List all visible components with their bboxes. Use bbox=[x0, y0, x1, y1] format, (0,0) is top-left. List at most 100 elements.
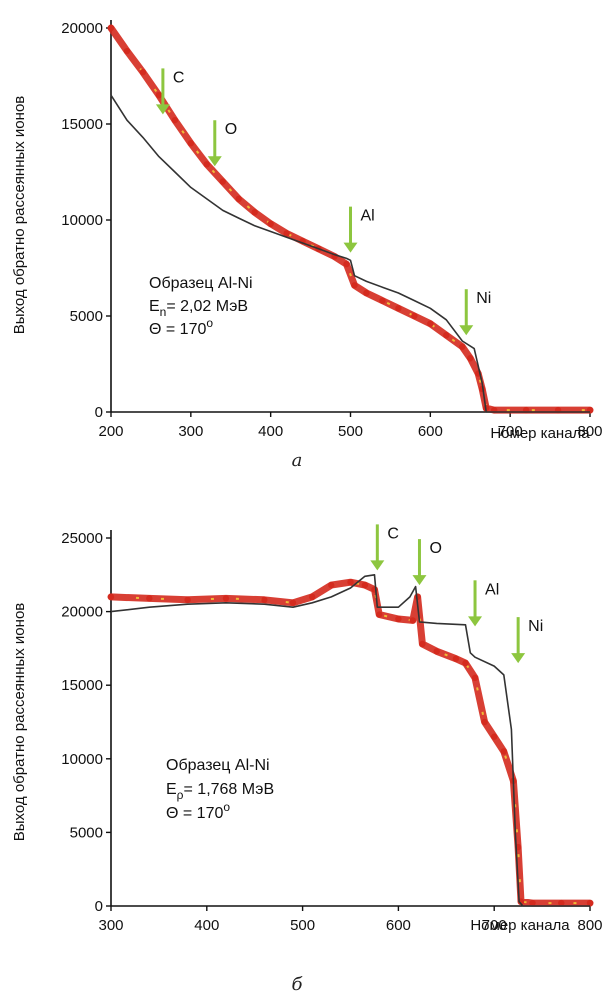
data-point bbox=[222, 595, 230, 602]
x-tick-label: 600 bbox=[418, 423, 443, 440]
data-point bbox=[283, 230, 290, 237]
data-point bbox=[419, 640, 426, 648]
data-point bbox=[427, 320, 434, 327]
x-tick-label: 700 bbox=[482, 917, 507, 934]
y-tick-label: 15000 bbox=[61, 116, 103, 133]
chart-panel-1: 0 5000 10000 15000 20000 200 300 400 500 600 700 80… bbox=[11, 20, 603, 442]
element-arrow-head bbox=[207, 156, 222, 167]
data-point bbox=[481, 718, 488, 726]
data-point bbox=[452, 655, 460, 662]
energy-subscript: n bbox=[160, 305, 167, 319]
data-point bbox=[351, 282, 358, 289]
element-marker-label: C bbox=[387, 525, 399, 542]
data-point bbox=[146, 595, 153, 602]
panel-caption: а bbox=[292, 450, 303, 471]
data-point bbox=[462, 659, 469, 667]
data-point bbox=[411, 312, 418, 320]
element-marker-label: Al bbox=[485, 581, 499, 598]
element-arrow-head bbox=[343, 242, 358, 253]
panel-caption: б bbox=[292, 974, 304, 995]
energy-label: En= 2,02 МэВ bbox=[149, 298, 248, 319]
y-tick-label: 10000 bbox=[61, 212, 103, 229]
element-marker-label: O bbox=[429, 540, 441, 557]
energy-symbol: E bbox=[166, 781, 177, 798]
data-point bbox=[395, 305, 402, 312]
element-arrow-head bbox=[412, 575, 427, 586]
data-point bbox=[395, 615, 402, 623]
data-point bbox=[123, 47, 131, 55]
x-axis-label: Номер канала bbox=[470, 917, 570, 934]
element-marker-label: C bbox=[173, 69, 185, 86]
y-tick-label: 25000 bbox=[61, 530, 103, 547]
angle-degree: o bbox=[206, 316, 213, 330]
data-point bbox=[187, 140, 195, 147]
x-tick-label: 400 bbox=[258, 423, 283, 440]
element-marker-label: Ni bbox=[476, 290, 491, 307]
simulated-series-line bbox=[110, 94, 590, 413]
element-arrow-head bbox=[468, 616, 483, 627]
data-point bbox=[155, 92, 163, 99]
data-point bbox=[467, 355, 474, 362]
experimental-highlight bbox=[110, 27, 590, 412]
data-point bbox=[139, 68, 147, 76]
y-tick-label: 5000 bbox=[70, 824, 103, 841]
data-point bbox=[433, 648, 440, 655]
x-tick-label: 400 bbox=[194, 917, 219, 934]
y-tick-label: 20000 bbox=[61, 20, 103, 37]
angle-value: Θ = 170 bbox=[149, 321, 206, 338]
data-point bbox=[347, 578, 354, 586]
data-point bbox=[219, 178, 226, 185]
angle-value: Θ = 170 bbox=[166, 805, 223, 822]
x-tick-label: 700 bbox=[498, 423, 523, 440]
y-tick-label: 20000 bbox=[61, 604, 103, 621]
element-marker-label: Al bbox=[361, 208, 375, 225]
data-point bbox=[500, 748, 507, 755]
angle-degree: o bbox=[223, 800, 230, 814]
x-tick-label: 500 bbox=[290, 917, 315, 934]
data-point bbox=[586, 899, 594, 907]
data-point bbox=[235, 195, 242, 203]
data-point bbox=[171, 116, 179, 124]
x-tick-label: 300 bbox=[178, 423, 203, 440]
element-arrow-head bbox=[155, 104, 170, 115]
angle-label: Θ = 170o bbox=[166, 800, 230, 822]
energy-subscript: ρ bbox=[177, 788, 184, 802]
element-arrow-head bbox=[370, 560, 385, 571]
energy-value: = 2,02 МэВ bbox=[166, 298, 248, 315]
data-point bbox=[184, 596, 191, 604]
data-point bbox=[443, 332, 450, 339]
angle-label: Θ = 170o bbox=[149, 316, 213, 338]
sample-label: Образец Al-Ni bbox=[166, 757, 270, 774]
energy-value: = 1,768 МэВ bbox=[184, 781, 275, 798]
energy-label: Eρ= 1,768 МэВ bbox=[166, 781, 274, 802]
data-point bbox=[376, 611, 383, 618]
y-axis-label: Выход обратно рассеянных ионов bbox=[11, 603, 28, 842]
data-point bbox=[343, 260, 350, 268]
data-point bbox=[251, 209, 258, 216]
y-tick-label: 10000 bbox=[61, 751, 103, 768]
data-point bbox=[409, 617, 416, 624]
element-arrow-head bbox=[459, 325, 474, 336]
data-point bbox=[361, 581, 369, 589]
data-point bbox=[491, 733, 498, 740]
chart-panel-2: 0 5000 10000 15000 20000 25000 300 400 500 600 700… bbox=[11, 524, 603, 934]
x-tick-label: 200 bbox=[98, 423, 123, 440]
data-point bbox=[267, 220, 274, 228]
data-point bbox=[363, 289, 370, 297]
x-axis-label: Номер канала bbox=[490, 425, 590, 442]
x-tick-label: 300 bbox=[98, 917, 123, 934]
y-tick-label: 0 bbox=[95, 898, 103, 915]
simulated-series-line bbox=[110, 573, 590, 907]
data-point bbox=[328, 581, 335, 589]
x-tick-label: 600 bbox=[386, 917, 411, 934]
element-marker-label: Ni bbox=[528, 618, 543, 635]
data-point bbox=[379, 297, 386, 304]
element-arrow-head bbox=[511, 653, 526, 664]
y-tick-label: 15000 bbox=[61, 677, 103, 694]
y-tick-label: 5000 bbox=[70, 308, 103, 325]
x-tick-label: 800 bbox=[577, 423, 602, 440]
data-point bbox=[289, 599, 297, 606]
x-tick-label: 800 bbox=[577, 917, 602, 934]
y-tick-label: 0 bbox=[95, 404, 103, 421]
